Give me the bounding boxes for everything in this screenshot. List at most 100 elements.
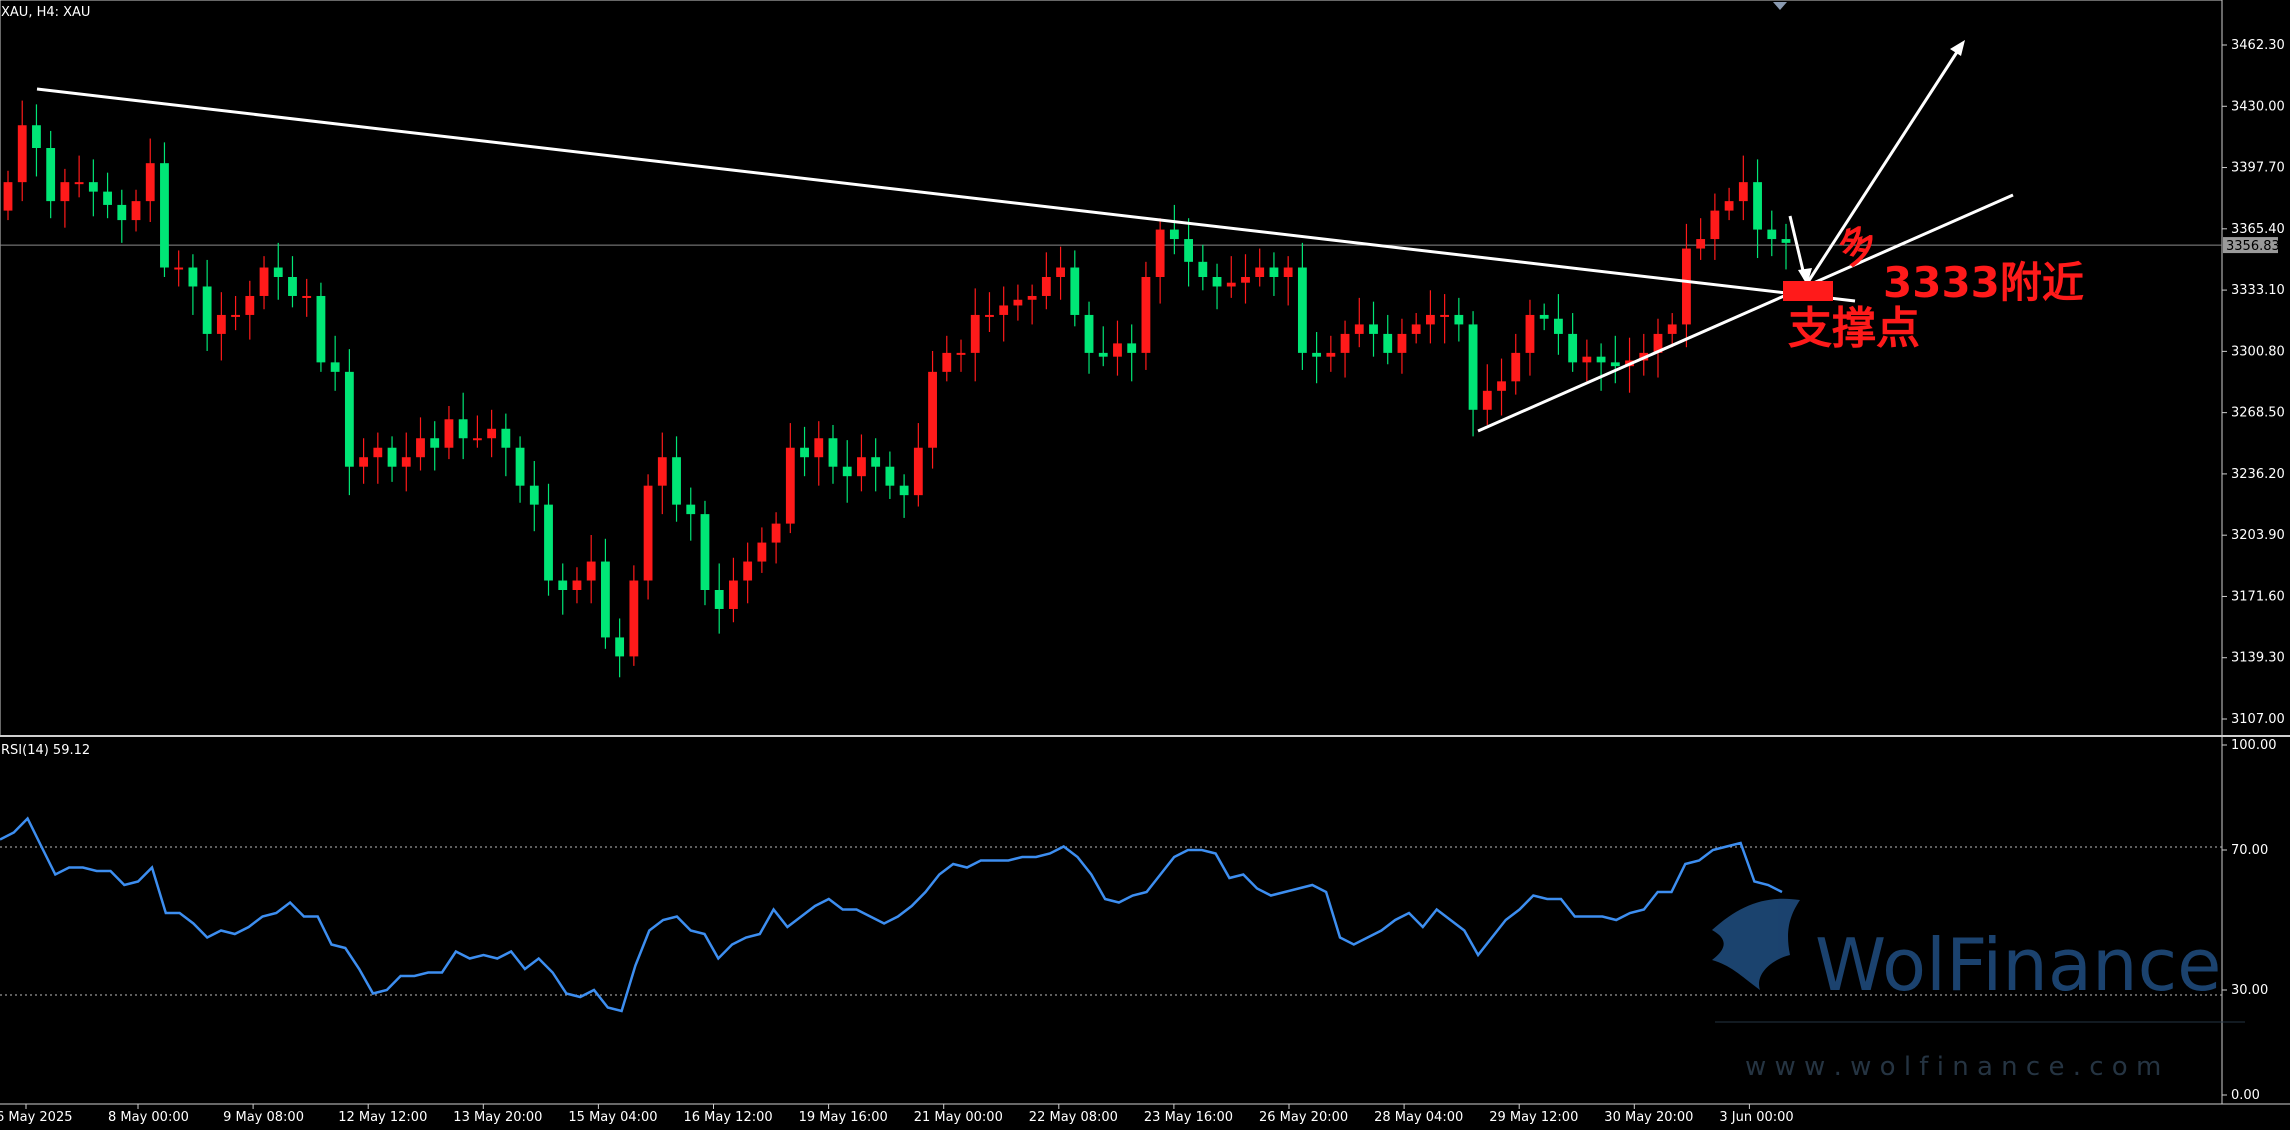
candle-down — [46, 148, 56, 202]
candle-down — [800, 447, 809, 458]
target-arrowhead-icon — [1950, 40, 1965, 56]
candle-up — [1027, 295, 1037, 300]
candle-up — [743, 561, 753, 581]
candle-up — [245, 295, 255, 315]
support-annotation: 支撑点 — [1788, 303, 1920, 354]
price-tick-label: 3397.70 — [2231, 161, 2285, 176]
time-tick-label: 12 May 12:00 — [338, 1110, 427, 1125]
candle-down — [1127, 343, 1137, 353]
time-tick-label: 23 May 16:00 — [1144, 1110, 1233, 1125]
price-tick-label: 3365.40 — [2231, 222, 2285, 237]
candle-up — [1340, 333, 1350, 353]
candle-up — [1241, 277, 1250, 283]
candle-down — [1070, 267, 1080, 315]
price-tick-label: 3236.20 — [2231, 467, 2285, 482]
candle-up — [145, 163, 155, 202]
candle-up — [373, 447, 383, 458]
candle-down — [1781, 239, 1791, 243]
candle-down — [32, 125, 41, 149]
descending-trendline[interactable] — [36, 87, 1856, 303]
time-tick-label: 16 May 12:00 — [684, 1110, 773, 1125]
candle-up — [657, 457, 667, 486]
candle-down — [1554, 318, 1563, 334]
candle-up — [302, 295, 312, 298]
watermark-brand: WolFinance — [1815, 923, 2221, 1007]
candle-up — [1682, 248, 1691, 325]
candle-down — [1568, 333, 1578, 363]
pullback-arrowhead-icon — [1798, 268, 1812, 285]
rsi-tick-label: 70.00 — [2231, 843, 2268, 858]
candle-up — [1155, 229, 1165, 278]
time-tick-label: 6 May 2025 — [0, 1110, 73, 1125]
candle-up — [1326, 352, 1336, 357]
candle-up — [1525, 314, 1535, 353]
support-zone-box[interactable] — [1783, 281, 1833, 301]
candle-down — [1184, 239, 1194, 262]
candle-down — [1084, 314, 1094, 353]
price-tick-label: 3268.50 — [2231, 406, 2285, 421]
candle-down — [1610, 362, 1620, 367]
candle-down — [1312, 352, 1322, 357]
candle-up — [416, 438, 425, 458]
candle-up — [1582, 356, 1592, 363]
candle-up — [60, 182, 70, 202]
candle-up — [1354, 324, 1364, 334]
candle-down — [88, 182, 98, 192]
main-pane-frame — [0, 0, 2223, 737]
time-tick-label: 28 May 04:00 — [1374, 1110, 1463, 1125]
candle-down — [458, 419, 468, 439]
candle-down — [615, 637, 625, 657]
chart-shift-marker-icon[interactable] — [1773, 2, 1787, 10]
target-arrow-line[interactable] — [1806, 51, 1959, 283]
candle-down — [330, 362, 340, 372]
pullback-arrow-line[interactable] — [1788, 215, 1807, 280]
time-tick-label: 29 May 12:00 — [1489, 1110, 1578, 1125]
time-tick-label: 22 May 08:00 — [1029, 1110, 1118, 1125]
ascending-trendline[interactable] — [1477, 193, 2014, 433]
candle-down — [515, 447, 525, 486]
rsi-tick-label: 30.00 — [2231, 983, 2268, 998]
candle-down — [899, 485, 909, 496]
candle-down — [700, 514, 710, 591]
time-tick-label: 21 May 00:00 — [914, 1110, 1003, 1125]
candle-down — [1454, 314, 1464, 325]
candle-down — [558, 580, 568, 591]
candle-up — [1482, 390, 1492, 410]
candle-down — [1098, 352, 1108, 357]
watermark: WolFinance w w w . w o l f i n a n c e .… — [1712, 898, 2245, 1082]
candle-up — [259, 267, 269, 296]
candle-up — [1141, 277, 1151, 353]
candle-down — [288, 277, 297, 296]
candle-up — [1425, 314, 1435, 325]
time-tick-label: 26 May 20:00 — [1259, 1110, 1348, 1125]
candle-up — [1056, 267, 1065, 278]
current-price-tag — [2223, 237, 2278, 254]
candle-down — [672, 457, 681, 505]
candle-up — [131, 201, 141, 221]
candle-up — [1226, 282, 1236, 287]
price-tick-label: 3203.90 — [2231, 528, 2285, 543]
wolf-logo-icon — [1712, 898, 1800, 990]
candle-down — [529, 485, 539, 505]
candle-up — [472, 438, 482, 441]
time-tick-label: 8 May 00:00 — [108, 1110, 189, 1125]
candle-up — [586, 561, 596, 581]
candle-up — [1113, 343, 1122, 357]
candle-up — [3, 182, 13, 211]
price-tick-label: 3300.80 — [2231, 344, 2285, 359]
candle-up — [857, 457, 866, 477]
candle-down — [1369, 324, 1378, 334]
rsi-axis: 100.00 70.00 30.00 0.00 — [2222, 738, 2277, 1103]
candle-down — [188, 267, 198, 287]
candle-up — [1511, 352, 1521, 382]
time-tick-label: 9 May 08:00 — [223, 1110, 304, 1125]
current-price-label: 3356.83 — [2226, 239, 2280, 254]
candle-up — [913, 447, 923, 496]
candle-down — [387, 447, 397, 467]
candle-up — [785, 447, 795, 524]
candle-down — [1198, 261, 1208, 278]
candle-up — [643, 485, 653, 581]
candle-up — [1041, 277, 1051, 296]
